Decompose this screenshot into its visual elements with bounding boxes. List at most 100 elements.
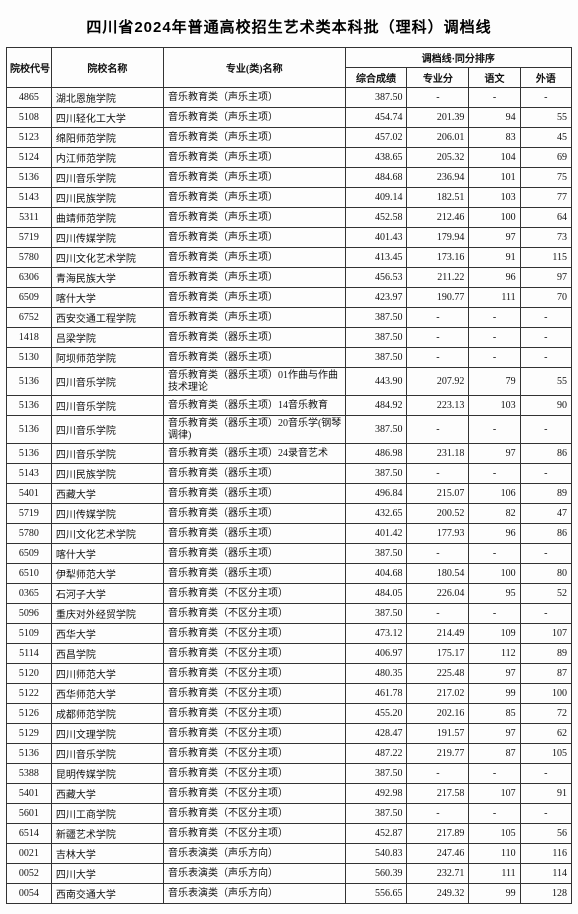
- cell-zy: 214.49: [407, 624, 469, 644]
- col-group: 调档线·同分排序: [345, 48, 571, 68]
- cell-yw: 100: [469, 208, 520, 228]
- cell-major: 音乐表演类（声乐方向）: [163, 864, 345, 884]
- cell-code: 5136: [7, 396, 52, 416]
- cell-major: 音乐教育类（器乐主项）: [163, 328, 345, 348]
- cell-yw: 96: [469, 268, 520, 288]
- table-row: 5719四川传媒学院音乐教育类（声乐主项）401.43179.949773: [7, 228, 572, 248]
- table-row: 5136四川音乐学院音乐教育类（声乐主项）484.68236.9410175: [7, 168, 572, 188]
- col-name: 院校名称: [51, 48, 163, 88]
- cell-wy: 75: [520, 168, 571, 188]
- cell-zh: 473.12: [345, 624, 407, 644]
- cell-zy: 191.57: [407, 724, 469, 744]
- cell-zh: 387.50: [345, 764, 407, 784]
- cell-name: 西藏大学: [51, 784, 163, 804]
- cell-zy: -: [407, 308, 469, 328]
- cell-code: 5143: [7, 464, 52, 484]
- cell-yw: 111: [469, 864, 520, 884]
- cell-zy: 177.93: [407, 524, 469, 544]
- cell-code: 1418: [7, 328, 52, 348]
- cell-major: 音乐教育类（不区分主项）: [163, 784, 345, 804]
- table-row: 0365石河子大学音乐教育类（不区分主项）484.05226.049552: [7, 584, 572, 604]
- cell-zy: 236.94: [407, 168, 469, 188]
- cell-yw: 99: [469, 684, 520, 704]
- cell-wy: 73: [520, 228, 571, 248]
- cell-code: 6509: [7, 544, 52, 564]
- cell-yw: 82: [469, 504, 520, 524]
- cell-zh: 496.84: [345, 484, 407, 504]
- table-row: 5136四川音乐学院音乐教育类（不区分主项）487.22219.7787105: [7, 744, 572, 764]
- page-title: 四川省2024年普通高校招生艺术类本科批（理科）调档线: [6, 16, 572, 37]
- cell-zh: 486.98: [345, 444, 407, 464]
- cell-yw: 97: [469, 724, 520, 744]
- cell-major: 音乐教育类（不区分主项）: [163, 604, 345, 624]
- cell-zy: 206.01: [407, 128, 469, 148]
- table-row: 0054西南交通大学音乐表演类（声乐方向）556.65249.3299128: [7, 884, 572, 904]
- cell-major: 音乐教育类（器乐主项）20音乐学(钢琴调律): [163, 416, 345, 444]
- cell-yw: -: [469, 764, 520, 784]
- cell-wy: -: [520, 464, 571, 484]
- cell-yw: 101: [469, 168, 520, 188]
- cell-name: 四川民族学院: [51, 188, 163, 208]
- cell-major: 音乐教育类（不区分主项）: [163, 744, 345, 764]
- cell-zh: 423.97: [345, 288, 407, 308]
- cell-yw: -: [469, 464, 520, 484]
- cell-yw: -: [469, 348, 520, 368]
- cell-wy: -: [520, 416, 571, 444]
- col-code: 院校代号: [7, 48, 52, 88]
- cell-wy: 86: [520, 524, 571, 544]
- table-row: 5096重庆对外经贸学院音乐教育类（不区分主项）387.50---: [7, 604, 572, 624]
- cell-zh: 387.50: [345, 804, 407, 824]
- cell-wy: 47: [520, 504, 571, 524]
- cell-code: 6510: [7, 564, 52, 584]
- cell-name: 吕梁学院: [51, 328, 163, 348]
- col-zy: 专业分: [407, 68, 469, 88]
- cell-name: 阿坝师范学院: [51, 348, 163, 368]
- cell-yw: 103: [469, 188, 520, 208]
- cell-zy: -: [407, 416, 469, 444]
- cell-major: 音乐教育类（声乐主项）: [163, 128, 345, 148]
- cell-zy: 215.07: [407, 484, 469, 504]
- cell-zy: 175.17: [407, 644, 469, 664]
- cell-zh: 454.74: [345, 108, 407, 128]
- cell-name: 昆明传媒学院: [51, 764, 163, 784]
- cell-code: 0052: [7, 864, 52, 884]
- cell-yw: 97: [469, 444, 520, 464]
- cell-yw: 95: [469, 584, 520, 604]
- cell-major: 音乐教育类（不区分主项）: [163, 764, 345, 784]
- cell-name: 绵阳师范学院: [51, 128, 163, 148]
- cell-zh: 438.65: [345, 148, 407, 168]
- cell-zh: 484.05: [345, 584, 407, 604]
- cell-major: 音乐教育类（声乐主项）: [163, 288, 345, 308]
- cell-zy: 232.71: [407, 864, 469, 884]
- table-row: 5401西藏大学音乐教育类（不区分主项）492.98217.5810791: [7, 784, 572, 804]
- cell-yw: 79: [469, 368, 520, 396]
- cell-code: 5130: [7, 348, 52, 368]
- cell-zh: 455.20: [345, 704, 407, 724]
- cell-yw: -: [469, 308, 520, 328]
- cell-zh: 387.50: [345, 88, 407, 108]
- cell-major: 音乐教育类（不区分主项）: [163, 724, 345, 744]
- cell-name: 四川音乐学院: [51, 396, 163, 416]
- cell-wy: 69: [520, 148, 571, 168]
- cell-zy: 225.48: [407, 664, 469, 684]
- cell-name: 四川传媒学院: [51, 504, 163, 524]
- cell-major: 音乐教育类（不区分主项）: [163, 824, 345, 844]
- cell-zy: 226.04: [407, 584, 469, 604]
- cell-zh: 387.50: [345, 544, 407, 564]
- cell-code: 5780: [7, 248, 52, 268]
- cell-zy: 249.32: [407, 884, 469, 904]
- cell-zh: 387.50: [345, 464, 407, 484]
- cell-name: 四川文理学院: [51, 724, 163, 744]
- cell-wy: 77: [520, 188, 571, 208]
- table-row: 5108四川轻化工大学音乐教育类（声乐主项）454.74201.399455: [7, 108, 572, 128]
- cell-major: 音乐教育类（声乐主项）: [163, 208, 345, 228]
- cell-wy: 86: [520, 444, 571, 464]
- cell-zh: 457.02: [345, 128, 407, 148]
- cell-code: 5123: [7, 128, 52, 148]
- cell-code: 5124: [7, 148, 52, 168]
- cell-yw: 112: [469, 644, 520, 664]
- cell-zh: 413.45: [345, 248, 407, 268]
- table-row: 5109西华大学音乐教育类（不区分主项）473.12214.49109107: [7, 624, 572, 644]
- table-row: 6514新疆艺术学院音乐教育类（不区分主项）452.87217.8910556: [7, 824, 572, 844]
- cell-name: 四川音乐学院: [51, 416, 163, 444]
